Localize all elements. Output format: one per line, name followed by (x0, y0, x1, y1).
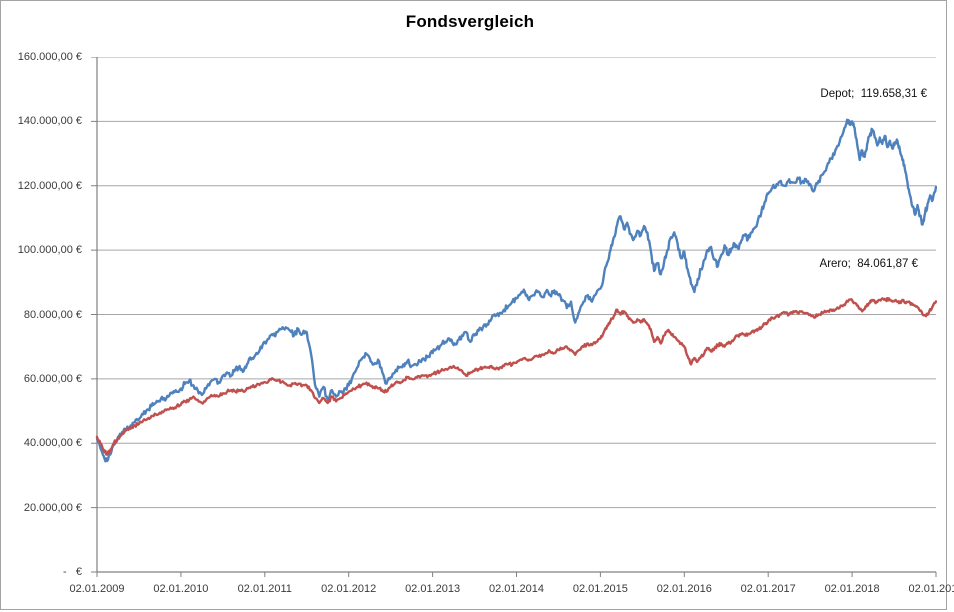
y-axis-label: 140.000,00 € (17, 115, 82, 128)
chart-title: Fondsvergleich (405, 12, 535, 31)
x-axis-label: 02.01.2010 (153, 583, 209, 595)
y-axis-label: 120.000,00 € (17, 179, 82, 192)
y-axis-label: 20.000,00 € (23, 501, 82, 514)
series-label-depot: Depot; 119.658,31 € (820, 88, 927, 100)
x-axis-label: 02.01.2018 (824, 583, 880, 595)
x-axis-label: 02.01.2015 (572, 583, 628, 595)
y-axis-label: 160.000,00 € (17, 51, 82, 63)
y-axis-label: 80.000,00 € (23, 308, 82, 321)
x-axis-label: 02.01.2009 (69, 583, 125, 595)
x-axis-label: 02.01.2013 (405, 583, 461, 595)
y-axis-label: 100.000,00 € (17, 244, 82, 257)
plot-area (91, 57, 937, 577)
y-axis-label: 60.000,00 € (23, 372, 82, 385)
x-axis-label: 02.01.2014 (488, 583, 545, 595)
x-axis-label: 02.01.2011 (237, 583, 292, 595)
series-label-arero: Arero; 84.061,87 € (819, 258, 918, 270)
x-axis-label: 02.01.2012 (321, 583, 377, 595)
x-axis-label: 02.01.2017 (740, 583, 796, 595)
x-axis-label: 02.01.2016 (656, 583, 712, 595)
y-axis-label: - € (63, 566, 82, 578)
y-axis-label: 40.000,00 € (23, 437, 82, 450)
series-line-arero (95, 296, 937, 456)
series-line-depot (95, 118, 937, 463)
x-axis-label: 02.01.2019 (908, 583, 954, 595)
